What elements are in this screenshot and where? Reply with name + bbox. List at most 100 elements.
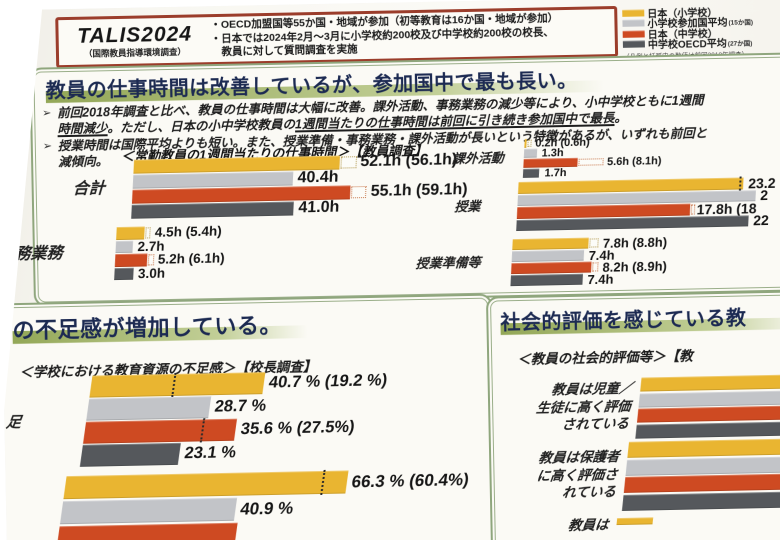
bar-row: 41.0h bbox=[131, 205, 132, 220]
bar-row: 40.9 % bbox=[60, 501, 63, 526]
bar-group: 66.3 % (60.4%) 40.9 % bbox=[56, 476, 66, 540]
text-segment: により、小中学校ともに1週間 bbox=[534, 93, 704, 111]
bar-value: 40.7 % (19.2 %) bbox=[267, 370, 389, 392]
bar-row bbox=[56, 526, 59, 540]
legend-swatch-icon bbox=[622, 9, 644, 16]
bar-row bbox=[624, 477, 626, 495]
bar bbox=[616, 517, 653, 525]
bar bbox=[512, 238, 588, 251]
resource-shortage-section: の不足感が増加している。 ＜学校における教育資源の不足感＞【校長調査】 足 40.… bbox=[0, 294, 498, 540]
bar bbox=[116, 226, 145, 239]
text-segment: 教員の仕事時間は大幅に改善 bbox=[197, 100, 361, 118]
bar bbox=[523, 169, 540, 178]
bar-value: 35.6 % (27.5%) bbox=[239, 417, 356, 438]
bar-group-label: 教員は bbox=[468, 516, 610, 536]
bar bbox=[627, 437, 780, 457]
bar-group: 教員は児童／ 生徒に高く評価 されている bbox=[635, 378, 641, 440]
prev-value-outline bbox=[145, 227, 151, 238]
bar-row: 55.1h (59.1h) bbox=[132, 190, 133, 205]
bar-group-label: 教員は保護者 に高く評価さ れている bbox=[475, 448, 620, 504]
bar-row: 17.8h (18 bbox=[517, 207, 518, 220]
text-segment: 課外活動、事務業務の減少等 bbox=[372, 96, 536, 114]
bar bbox=[131, 201, 294, 218]
bar-row bbox=[622, 494, 624, 512]
prev-value-outline bbox=[589, 238, 599, 247]
bar-value: 55.1h (59.1h) bbox=[370, 180, 469, 200]
bar-row: 7.8h (8.8h) bbox=[512, 239, 513, 251]
bar bbox=[60, 498, 237, 525]
bar-row: 23.1 % bbox=[80, 445, 83, 468]
work-hours-section: 教員の仕事時間は改善しているが、参加国中で最も長い。 ➢ 前回2018年調査と比… bbox=[29, 52, 780, 306]
text-segment: 時間減少 bbox=[57, 121, 108, 137]
text-segment: 前回2018年調査と比べ、 bbox=[57, 103, 198, 121]
legend-suffix: (27か国) bbox=[727, 40, 753, 48]
bar-group-label: 足 bbox=[5, 413, 23, 433]
bar-group-label-line: 教員は児童／ bbox=[550, 380, 634, 398]
bar-row: 4.5h (5.4h) bbox=[116, 227, 117, 241]
bar-row: 3.0h bbox=[114, 268, 115, 282]
bar-row bbox=[638, 393, 640, 409]
bar-group-label-line: 合計 bbox=[72, 180, 106, 198]
bar-value: 2 bbox=[759, 187, 769, 204]
prev-value-outline bbox=[579, 158, 604, 165]
bar-row: 40.4h bbox=[133, 175, 134, 190]
bar bbox=[86, 396, 211, 420]
bar-value: 52.1h (56.1h) bbox=[359, 151, 458, 171]
legend-swatch-icon bbox=[623, 41, 645, 48]
bar-row: 66.3 % (60.4%) bbox=[63, 476, 66, 501]
bar-group: 足 40.7 % (19.2 %) 28.7 % 35.6 % (27.5%) 23.1… bbox=[80, 376, 93, 468]
bar-value: 22 bbox=[752, 212, 770, 229]
bar-group-label-line: 課外活動 bbox=[451, 150, 505, 167]
bar-group-label-line: 事務業務 bbox=[0, 244, 63, 264]
bar bbox=[115, 253, 148, 266]
bar-value: 28.7 % bbox=[213, 396, 268, 416]
bar bbox=[63, 470, 348, 499]
text-segment: 。 bbox=[614, 111, 628, 126]
bullet-marker-icon: ➢ bbox=[42, 139, 53, 153]
bar bbox=[640, 373, 780, 391]
talis-summary: ・OECD加盟国等55か国・地域が参加（初等教育は16か国・地域が参加） ・日本… bbox=[210, 12, 558, 60]
bar-value: 1.7h bbox=[544, 166, 567, 179]
bar bbox=[637, 404, 780, 422]
text-segment: 減傾向。 bbox=[57, 153, 109, 169]
bar-row bbox=[635, 424, 637, 440]
legend-suffix: (15か国) bbox=[728, 18, 754, 27]
bar-row: 22 bbox=[516, 220, 517, 233]
text-segment: 。 bbox=[359, 99, 373, 115]
prev-value-outline bbox=[690, 204, 694, 214]
bar-group-label-line: 足 bbox=[4, 413, 23, 432]
bar-group: 教員は保護者 に高く評価さ れている bbox=[622, 442, 629, 512]
bar-group: 授業 23.2 2 17.8h (18 22 bbox=[516, 182, 518, 232]
prev-value-outline bbox=[592, 262, 599, 271]
section-heading: の不足感が増加している。 bbox=[12, 307, 308, 345]
bar-group-label: 教員は児童／ 生徒に高く評価 されている bbox=[488, 380, 633, 436]
bar bbox=[510, 274, 582, 286]
bar-group: 事務業務 4.5h (5.4h) 2.7h 5.2h (6.1h) 3.0h bbox=[114, 227, 117, 281]
bar-row: 52.1h (56.1h) bbox=[133, 160, 134, 175]
bar-row: 2.7h bbox=[115, 241, 116, 255]
section-heading: 社会的評価を感じている教 bbox=[500, 300, 780, 335]
bullet-marker-icon: ➢ bbox=[42, 107, 52, 120]
bar bbox=[635, 420, 780, 438]
bar-group-label-line: 授業準備等 bbox=[415, 254, 482, 271]
bar-group-label: 合計 bbox=[72, 179, 105, 200]
bar-group-label: 課外活動 bbox=[451, 150, 504, 168]
bar bbox=[511, 262, 591, 275]
bar-value: 7.4h bbox=[587, 271, 614, 287]
chart-title: ＜教員の社会的評価等＞【教 bbox=[517, 348, 693, 368]
bar-value: 40.4h bbox=[297, 168, 339, 187]
bar-group-label-line: れている bbox=[561, 484, 617, 501]
bar-row: 23.2 bbox=[518, 182, 519, 195]
bar-value: 41.0h bbox=[298, 198, 340, 217]
bar-row: 8.2h (8.9h) bbox=[511, 263, 512, 275]
bar bbox=[83, 419, 237, 444]
bar-row: 2 bbox=[517, 194, 518, 207]
prev-value-outline bbox=[527, 140, 531, 147]
social-evaluation-section: 社会的評価を感じている教 ＜教員の社会的評価等＞【教 教員は児童／ 生徒に高く評価… bbox=[486, 290, 780, 540]
bar bbox=[524, 149, 537, 158]
bar-group-label-line: 教員は bbox=[567, 517, 610, 534]
prev-value-outline bbox=[351, 186, 367, 198]
bar-group-label: 事務業務 bbox=[0, 244, 63, 266]
